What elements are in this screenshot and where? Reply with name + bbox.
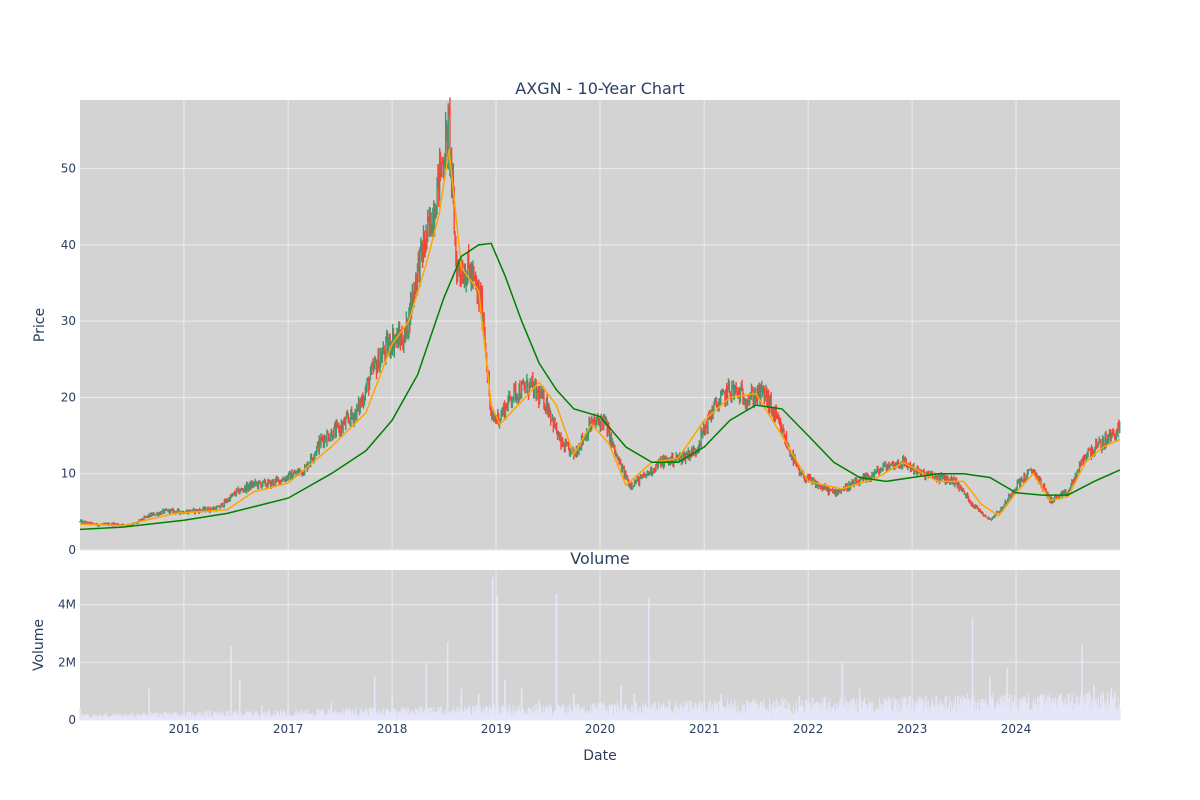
price-y-tick-label: 20 xyxy=(61,390,76,404)
x-tick-label: 2016 xyxy=(169,722,200,736)
price-y-tick-label: 10 xyxy=(61,467,76,481)
volume-x-tick-labels: 2016 2017 2018 2019 2020 2021 2022 2023 2024 xyxy=(169,722,1032,736)
moving-average-long-line xyxy=(79,242,1121,531)
x-tick-label: 2024 xyxy=(1001,722,1032,736)
volume-y-axis-title: Volume xyxy=(31,619,47,671)
x-tick-label: 2023 xyxy=(897,722,928,736)
price-y-tick-label: 50 xyxy=(61,162,76,176)
x-tick-label: 2017 xyxy=(273,722,304,736)
volume-bars xyxy=(79,577,1121,720)
price-y-tick-label: 0 xyxy=(68,543,76,557)
price-y-axis-title: Price xyxy=(32,308,48,342)
price-y-tick-label: 40 xyxy=(61,238,76,252)
x-tick-label: 2021 xyxy=(689,722,720,736)
chart-title: AXGN - 10-Year Chart xyxy=(515,79,684,98)
volume-subplot-title: Volume xyxy=(570,549,630,568)
price-y-tick-label: 30 xyxy=(61,314,76,328)
x-tick-label: 2019 xyxy=(481,722,512,736)
x-axis-title: Date xyxy=(583,748,616,764)
x-tick-label: 2018 xyxy=(377,722,408,736)
volume-y-tick-labels: 0 2M 4M xyxy=(58,598,76,727)
moving-average-short-line xyxy=(79,149,1121,527)
volume-y-tick-label: 4M xyxy=(58,598,76,612)
volume-y-tick-label: 2M xyxy=(58,655,76,669)
price-gridlines xyxy=(80,100,1120,551)
x-tick-label: 2020 xyxy=(585,722,616,736)
price-y-tick-labels: 0 10 20 30 40 50 xyxy=(61,162,76,557)
volume-y-tick-label: 0 xyxy=(68,713,76,727)
x-tick-label: 2022 xyxy=(793,722,824,736)
